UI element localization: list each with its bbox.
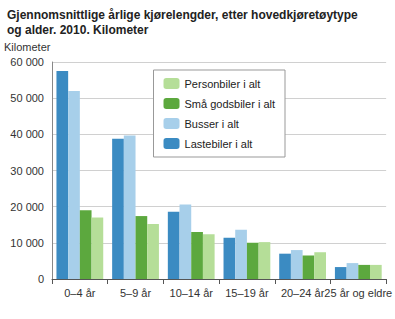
svg-text:Små godsbiler i alt: Små godsbiler i alt: [185, 98, 275, 110]
svg-text:Lastebiler i alt: Lastebiler i alt: [185, 138, 253, 150]
svg-text:Gjennomsnittlige årlige kjørel: Gjennomsnittlige årlige kjørelengder, et…: [7, 8, 361, 22]
svg-text:25 år og eldre: 25 år og eldre: [324, 287, 392, 299]
svg-text:0–4 år: 0–4 år: [64, 287, 96, 299]
svg-text:Busser i alt: Busser i alt: [185, 118, 239, 130]
svg-text:Personbiler i alt: Personbiler i alt: [185, 78, 261, 90]
svg-text:10–14 år: 10–14 år: [170, 287, 214, 299]
svg-text:10 000: 10 000: [10, 237, 44, 249]
svg-text:50 000: 50 000: [10, 92, 44, 104]
svg-text:20–24 år: 20–24 år: [281, 287, 325, 299]
svg-text:og alder. 2010. Kilometer: og alder. 2010. Kilometer: [7, 23, 149, 37]
svg-text:30 000: 30 000: [10, 165, 44, 177]
svg-text:0: 0: [38, 273, 44, 285]
svg-text:5–9 år: 5–9 år: [120, 287, 152, 299]
svg-text:15–19 år: 15–19 år: [225, 287, 269, 299]
svg-text:60 000: 60 000: [10, 56, 44, 68]
svg-text:40 000: 40 000: [10, 128, 44, 140]
svg-text:Kilometer: Kilometer: [4, 41, 51, 53]
svg-text:20 000: 20 000: [10, 201, 44, 213]
